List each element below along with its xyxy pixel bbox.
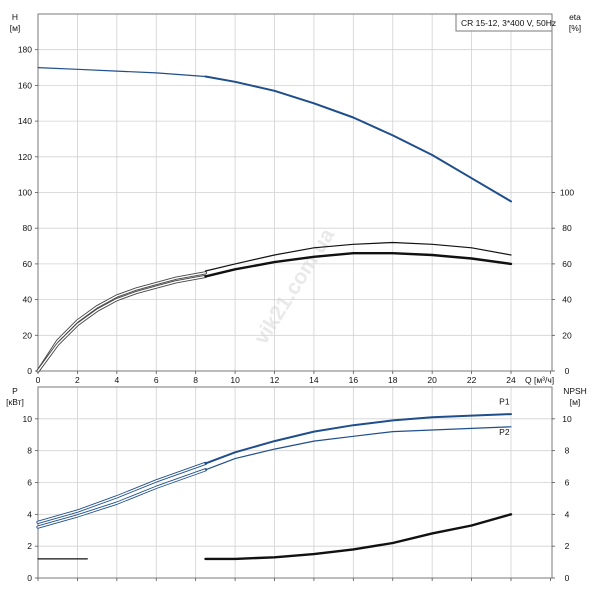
chart-0-x-axis-label: Q [м³/ч] — [525, 375, 554, 385]
chart-1-right-tick-label: 10 — [562, 414, 572, 424]
chart-0-x-tick-label: 12 — [270, 375, 280, 385]
chart-1-right-axis-label: NPSH — [563, 386, 587, 396]
chart-0-right-axis-label: [%] — [569, 23, 581, 33]
chart-0-right-tick-label: 40 — [562, 295, 572, 305]
chart-0-series-1-line — [204, 75, 512, 203]
chart-0-x-tick-label: 16 — [349, 375, 359, 385]
chart-1-left-tick-label: 4 — [27, 509, 32, 519]
chart-1-series-3-line — [204, 426, 512, 471]
chart-0-right-tick-label: 80 — [562, 223, 572, 233]
chart-1-left-tick-label: 2 — [27, 541, 32, 551]
chart-0-left-tick-label: 60 — [23, 259, 33, 269]
chart-0-right-tick-label: 20 — [562, 330, 572, 340]
chart-0-left-axis-label: H — [12, 12, 18, 22]
watermark: vik21.com.ua — [250, 224, 340, 348]
chart-0-x-tick-label: 22 — [467, 375, 477, 385]
chart-0-series-5-line — [204, 252, 513, 278]
chart-0-left-tick-label: 0 — [27, 366, 32, 376]
chart-0-left-tick-label: 100 — [18, 188, 32, 198]
chart-1-series-5-line — [204, 513, 513, 561]
chart-1-left-tick-label: 6 — [27, 478, 32, 488]
chart-0-x-tick-label: 4 — [114, 375, 119, 385]
chart-0-right-axis-label: eta — [569, 12, 581, 22]
chart-1-right-tick-label: 4 — [565, 509, 570, 519]
chart-0-left-tick-label: 20 — [23, 330, 33, 340]
chart-1-right-tick-label: 2 — [565, 541, 570, 551]
chart-1-series-1-line — [204, 413, 512, 465]
chart-0-left-axis-label: [м] — [10, 23, 21, 33]
chart-0-left-tick-label: 180 — [18, 45, 32, 55]
chart-0-x-tick-label: 6 — [154, 375, 159, 385]
chart-0-x-tick-label: 10 — [230, 375, 240, 385]
chart-1-left-tick-label: 0 — [27, 573, 32, 583]
chart-0-left-tick-label: 140 — [18, 116, 32, 126]
chart-1-right-tick-label: 8 — [565, 446, 570, 456]
chart-0-left-tick-label: 40 — [23, 295, 33, 305]
chart-1-series-0-line-inner — [37, 462, 207, 523]
chart-0-x-tick-label: 2 — [75, 375, 80, 385]
chart-0-series-0-line — [37, 67, 207, 78]
chart-0-series-2-line-inner — [37, 272, 207, 372]
chart-0-series-2-line — [36, 271, 208, 373]
chart-0-x-tick-label: 18 — [388, 375, 398, 385]
chart-0-left-tick-label: 120 — [18, 152, 32, 162]
chart-0-left-tick-label: 160 — [18, 80, 32, 90]
chart-0-x-tick-label: 20 — [427, 375, 437, 385]
chart-1-right-tick-label: 0 — [565, 573, 570, 583]
chart-0-x-tick-label: 0 — [36, 375, 41, 385]
chart-0-x-tick-label: 24 — [506, 375, 516, 385]
chart-0-series-3-line-inner — [37, 275, 207, 372]
chart-0-title: CR 15-12, 3*400 V, 50Hz — [461, 18, 556, 28]
chart-0-series-4-line — [204, 241, 512, 272]
chart-0-right-tick-label: 0 — [565, 366, 570, 376]
chart-0-right-tick-label: 60 — [562, 259, 572, 269]
chart-1-left-axis-label: [кВт] — [6, 397, 24, 407]
chart-0-right-tick-label: 100 — [560, 188, 574, 198]
chart-0-title-box — [455, 13, 553, 32]
chart-1-left-tick-label: 10 — [23, 414, 33, 424]
chart-0-x-tick-label: 14 — [309, 375, 319, 385]
chart-1-right-tick-label: 6 — [565, 478, 570, 488]
chart-0-left-tick-label: 80 — [23, 223, 33, 233]
chart-1-right-axis-label: [м] — [570, 397, 581, 407]
chart-1-label-p2: P2 — [499, 427, 510, 437]
chart-1-left-tick-label: 8 — [27, 446, 32, 456]
chart-0-series-3-line — [36, 274, 208, 373]
chart-1-left-axis-label: P — [12, 386, 18, 396]
chart-1-label-p1: P1 — [499, 397, 510, 407]
chart-1-series-2-line-inner — [37, 469, 207, 528]
chart-0-x-tick-label: 8 — [193, 375, 198, 385]
